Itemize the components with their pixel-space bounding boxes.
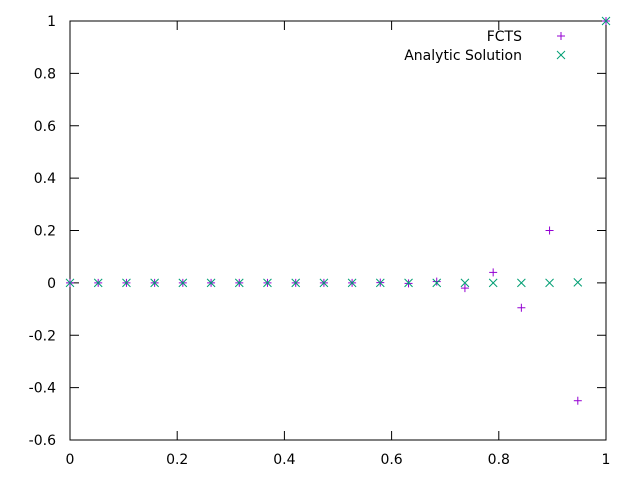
legend-label-fcts: FCTS xyxy=(487,29,522,45)
data-point xyxy=(460,284,469,293)
data-point xyxy=(517,278,526,288)
data-point xyxy=(488,278,498,288)
data-series xyxy=(65,16,611,405)
y-tick-label: 0.4 xyxy=(34,171,56,187)
data-point xyxy=(517,303,526,312)
legend: FCTS Analytic Solution xyxy=(404,29,566,64)
data-point xyxy=(263,278,272,288)
series-analytic-solution xyxy=(65,16,611,288)
y-tick-label: -0.4 xyxy=(29,381,56,397)
x-axis: 0 0.2 0.4 0.6 0.8 1 xyxy=(66,21,611,468)
data-point xyxy=(150,278,159,288)
data-point xyxy=(319,278,329,288)
data-point xyxy=(122,278,131,288)
y-axis: -0.6 -0.4 -0.2 0 0.2 0.4 0.6 0.8 1 xyxy=(29,14,606,449)
data-point xyxy=(234,278,244,288)
data-point xyxy=(291,278,301,288)
x-tick-label: 0.2 xyxy=(166,452,188,468)
y-tick-label: 1 xyxy=(47,14,56,30)
data-point xyxy=(432,277,441,286)
legend-marker-cross xyxy=(556,50,566,60)
data-point xyxy=(206,278,216,288)
legend-marker-analytic xyxy=(556,50,566,60)
data-point xyxy=(489,268,498,277)
legend-marker-plus xyxy=(557,32,565,40)
data-point xyxy=(65,278,75,288)
series-fcts xyxy=(66,17,610,405)
legend-marker-fcts xyxy=(557,32,565,40)
x-tick-label: 0.8 xyxy=(488,452,510,468)
data-point xyxy=(601,16,611,26)
y-tick-label: 0 xyxy=(47,276,56,292)
data-point xyxy=(573,396,582,405)
y-tick-label: 0.8 xyxy=(34,66,56,82)
data-point xyxy=(375,278,385,288)
data-point xyxy=(545,278,554,288)
data-point xyxy=(347,278,357,288)
data-point xyxy=(432,278,442,288)
data-point xyxy=(573,277,583,287)
x-tick-label: 0 xyxy=(66,452,75,468)
data-point xyxy=(93,278,103,288)
legend-label-analytic: Analytic Solution xyxy=(404,48,522,64)
plot-frame xyxy=(69,20,607,441)
x-tick-label: 0.6 xyxy=(380,452,402,468)
x-tick-label: 1 xyxy=(602,452,611,468)
y-tick-label: 0.2 xyxy=(34,224,56,240)
data-point xyxy=(404,278,413,288)
data-point xyxy=(178,278,188,288)
y-tick-label: 0.6 xyxy=(34,119,56,135)
x-tick-label: 0.4 xyxy=(273,452,295,468)
data-point xyxy=(460,278,470,288)
data-point xyxy=(545,226,554,235)
y-tick-label: -0.2 xyxy=(29,328,56,344)
y-tick-label: -0.6 xyxy=(29,433,56,449)
